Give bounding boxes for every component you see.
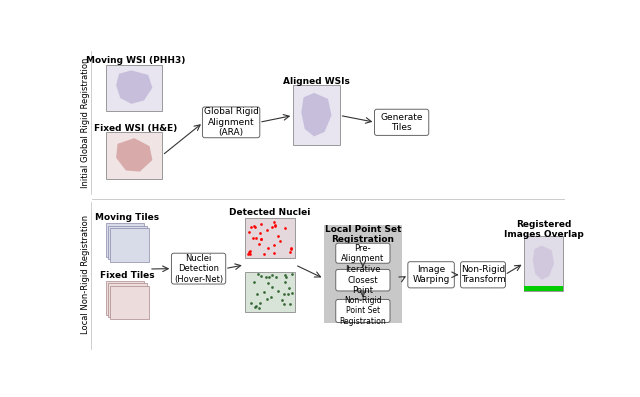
Text: Nuclei
Detection
(Hover-Net): Nuclei Detection (Hover-Net) <box>174 254 223 283</box>
Text: Non-Rigid
Point Set
Registration: Non-Rigid Point Set Registration <box>339 296 387 326</box>
Text: Moving WSI (PHH3): Moving WSI (PHH3) <box>86 56 186 65</box>
FancyBboxPatch shape <box>336 299 390 322</box>
Text: Non-Rigid
Transform: Non-Rigid Transform <box>461 265 506 285</box>
Text: Fixed WSI (H&E): Fixed WSI (H&E) <box>94 124 177 133</box>
Polygon shape <box>116 138 152 172</box>
Text: Global Rigid
Alignment
(ARA): Global Rigid Alignment (ARA) <box>204 108 259 137</box>
Text: Generate
Tiles: Generate Tiles <box>380 113 423 132</box>
Polygon shape <box>532 246 554 280</box>
FancyBboxPatch shape <box>202 107 260 138</box>
Bar <box>324 225 402 323</box>
Bar <box>244 218 295 258</box>
Text: Detected Nuclei: Detected Nuclei <box>229 208 310 217</box>
Bar <box>106 65 162 111</box>
FancyBboxPatch shape <box>172 253 226 284</box>
FancyBboxPatch shape <box>374 109 429 135</box>
Bar <box>110 228 149 262</box>
Polygon shape <box>301 93 332 137</box>
Bar <box>108 283 147 317</box>
Bar <box>106 223 145 257</box>
Bar <box>110 285 149 320</box>
Bar <box>108 225 147 259</box>
Text: Image
Warping: Image Warping <box>412 265 450 285</box>
Bar <box>293 85 340 145</box>
Text: Initial Global Rigid Registration: Initial Global Rigid Registration <box>81 57 90 187</box>
Polygon shape <box>116 70 152 104</box>
FancyBboxPatch shape <box>408 262 454 288</box>
Text: Moving Tiles: Moving Tiles <box>95 213 159 222</box>
FancyBboxPatch shape <box>336 243 390 263</box>
Bar <box>106 281 145 315</box>
Text: Registered
Images Overlap: Registered Images Overlap <box>504 220 583 239</box>
Bar <box>524 285 563 291</box>
Text: Iterative
Closest
Point: Iterative Closest Point <box>345 265 381 295</box>
Bar <box>106 132 162 179</box>
Bar <box>244 272 295 312</box>
FancyBboxPatch shape <box>336 270 390 291</box>
Text: Local Non-Rigid Registration: Local Non-Rigid Registration <box>81 215 90 334</box>
Bar <box>524 235 563 291</box>
Text: Fixed Tiles: Fixed Tiles <box>100 271 155 280</box>
Text: Local Point Set
Registration: Local Point Set Registration <box>324 225 401 244</box>
FancyBboxPatch shape <box>461 262 506 288</box>
Text: Pre-
Alignment: Pre- Alignment <box>341 243 385 263</box>
Text: Aligned WSIs: Aligned WSIs <box>283 77 350 86</box>
